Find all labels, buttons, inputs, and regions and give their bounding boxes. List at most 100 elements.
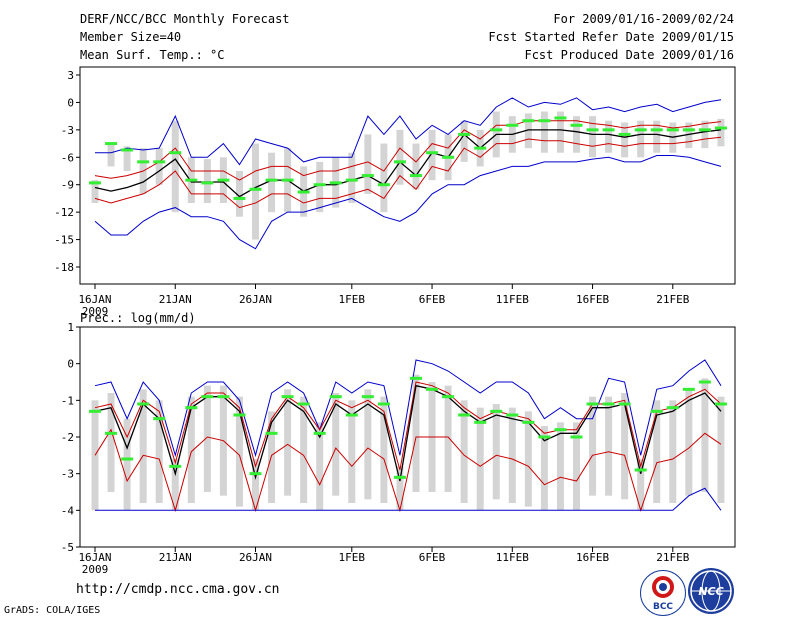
temp-box <box>107 143 115 167</box>
temp-box <box>316 161 324 213</box>
temp-box <box>589 116 597 158</box>
prec-box <box>476 407 484 511</box>
member-size: Member Size=40 <box>80 30 182 44</box>
temp-line-ensemble-max <box>95 97 722 166</box>
temp-line-lower-spread <box>94 136 722 209</box>
temp-box <box>556 111 564 153</box>
prec-box <box>540 426 548 511</box>
prec-box <box>348 400 356 503</box>
prec-box <box>444 385 452 492</box>
prec-box <box>701 378 709 492</box>
forecast-period: For 2009/01/16-2009/02/24 <box>553 12 734 26</box>
prec-box <box>573 422 580 511</box>
temp-box <box>653 120 661 153</box>
temp-box <box>268 152 276 213</box>
prec-year-label: 2009 <box>82 563 109 576</box>
prec-box <box>316 422 324 511</box>
grads-credit: GrADS: COLA/IGES <box>4 605 101 616</box>
temp-ytick-label: -6 <box>61 151 74 164</box>
temp-box <box>364 134 372 194</box>
prec-box <box>235 396 243 507</box>
temp-box <box>685 122 693 149</box>
temp-ytick-label: -18 <box>54 261 74 274</box>
temp-line-upper-spread <box>94 120 722 181</box>
temp-xtick-label: 26JAN <box>239 293 272 306</box>
temp-xtick-label: 11FEB <box>496 293 529 306</box>
prec-box <box>396 466 404 511</box>
ncc-globe-icon: NCC <box>690 570 732 612</box>
prec-box <box>685 389 693 496</box>
prec-box <box>460 400 468 503</box>
temp-box <box>91 180 99 203</box>
prec-panel-title: Prec.: log(mm/d) <box>80 311 196 325</box>
temp-panel: 3 0 -3 -6 -9 -12 -15 -18 16JAN 21JAN 26JAN 1FEB 6FEB… <box>54 66 736 318</box>
prec-box <box>637 459 645 511</box>
temp-box <box>524 113 532 149</box>
temp-box <box>573 116 580 153</box>
temp-box <box>412 143 420 190</box>
prec-box <box>203 385 211 492</box>
temp-ytick-label: -15 <box>54 234 74 247</box>
footer-url[interactable]: http://cmdp.ncc.cma.gov.cn <box>76 582 280 597</box>
prec-xtick-label: 26JAN <box>239 551 272 564</box>
prec-xtick-label: 21FEB <box>656 551 689 564</box>
prec-line-ensemble-min <box>95 487 722 511</box>
prec-box <box>412 374 420 492</box>
prec-xtick-label: 11FEB <box>496 551 529 564</box>
prec-xtick-label: 21JAN <box>159 551 192 564</box>
produced-date: Fcst Produced Date 2009/01/16 <box>524 48 734 62</box>
temp-box <box>717 118 725 147</box>
prec-xtick-label: 16JAN <box>78 551 111 564</box>
prec-box <box>171 459 179 511</box>
temp-box <box>235 171 243 217</box>
bcc-logo-text: BCC <box>653 602 673 612</box>
temp-box <box>701 120 709 149</box>
temp-line-ensemble-mean <box>94 129 722 198</box>
temp-box <box>637 120 645 158</box>
prec-xtick-label: 6FEB <box>419 551 446 564</box>
chart-title: DERF/NCC/BCC Monthly Forecast <box>80 12 290 26</box>
temp-xtick-label: 1FEB <box>339 293 366 306</box>
prec-line-upper-spread <box>94 381 722 471</box>
ncc-logo: NCC <box>688 568 734 614</box>
ncc-logo-text: NCC <box>698 585 723 598</box>
temp-box <box>621 122 629 158</box>
temp-box <box>428 129 436 181</box>
prec-box <box>284 389 292 496</box>
temp-box <box>171 120 179 213</box>
prec-box <box>123 418 131 511</box>
temp-ytick-label: -3 <box>61 124 74 137</box>
temp-xtick-label: 16FEB <box>576 293 609 306</box>
temp-box <box>155 148 163 185</box>
prec-box <box>139 389 147 503</box>
prec-box <box>155 400 163 503</box>
prec-box <box>91 400 99 511</box>
prec-box <box>364 389 372 500</box>
variable-label: Mean Surf. Temp.: °C <box>80 48 225 62</box>
prec-ytick-label: -1 <box>61 394 74 407</box>
prec-xtick-label: 1FEB <box>339 551 366 564</box>
prec-line-lower-spread <box>94 428 722 513</box>
prec-line-ensemble-mean <box>94 384 722 482</box>
prec-box <box>605 396 613 496</box>
prec-box <box>717 396 725 503</box>
prec-box <box>621 393 629 500</box>
prec-line-ensemble-max <box>94 359 722 458</box>
temp-box <box>540 111 548 153</box>
temp-box <box>460 120 468 162</box>
temp-ytick-label: -9 <box>61 179 74 192</box>
refer-date: Fcst Started Refer Date 2009/01/15 <box>488 30 734 44</box>
temp-ytick-label: 0 <box>67 96 74 109</box>
temp-box <box>203 159 211 203</box>
temp-line-ensemble-min <box>94 155 722 250</box>
bcc-emblem-icon: BCC <box>652 576 674 612</box>
prec-box <box>332 393 340 496</box>
temp-ytick-label: 3 <box>67 69 74 82</box>
temp-xtick-label: 6FEB <box>419 293 446 306</box>
temp-box <box>396 129 404 185</box>
prec-ytick-label: -5 <box>61 541 74 554</box>
prec-box <box>300 396 308 503</box>
prec-box <box>187 396 195 503</box>
prec-box <box>492 404 500 500</box>
